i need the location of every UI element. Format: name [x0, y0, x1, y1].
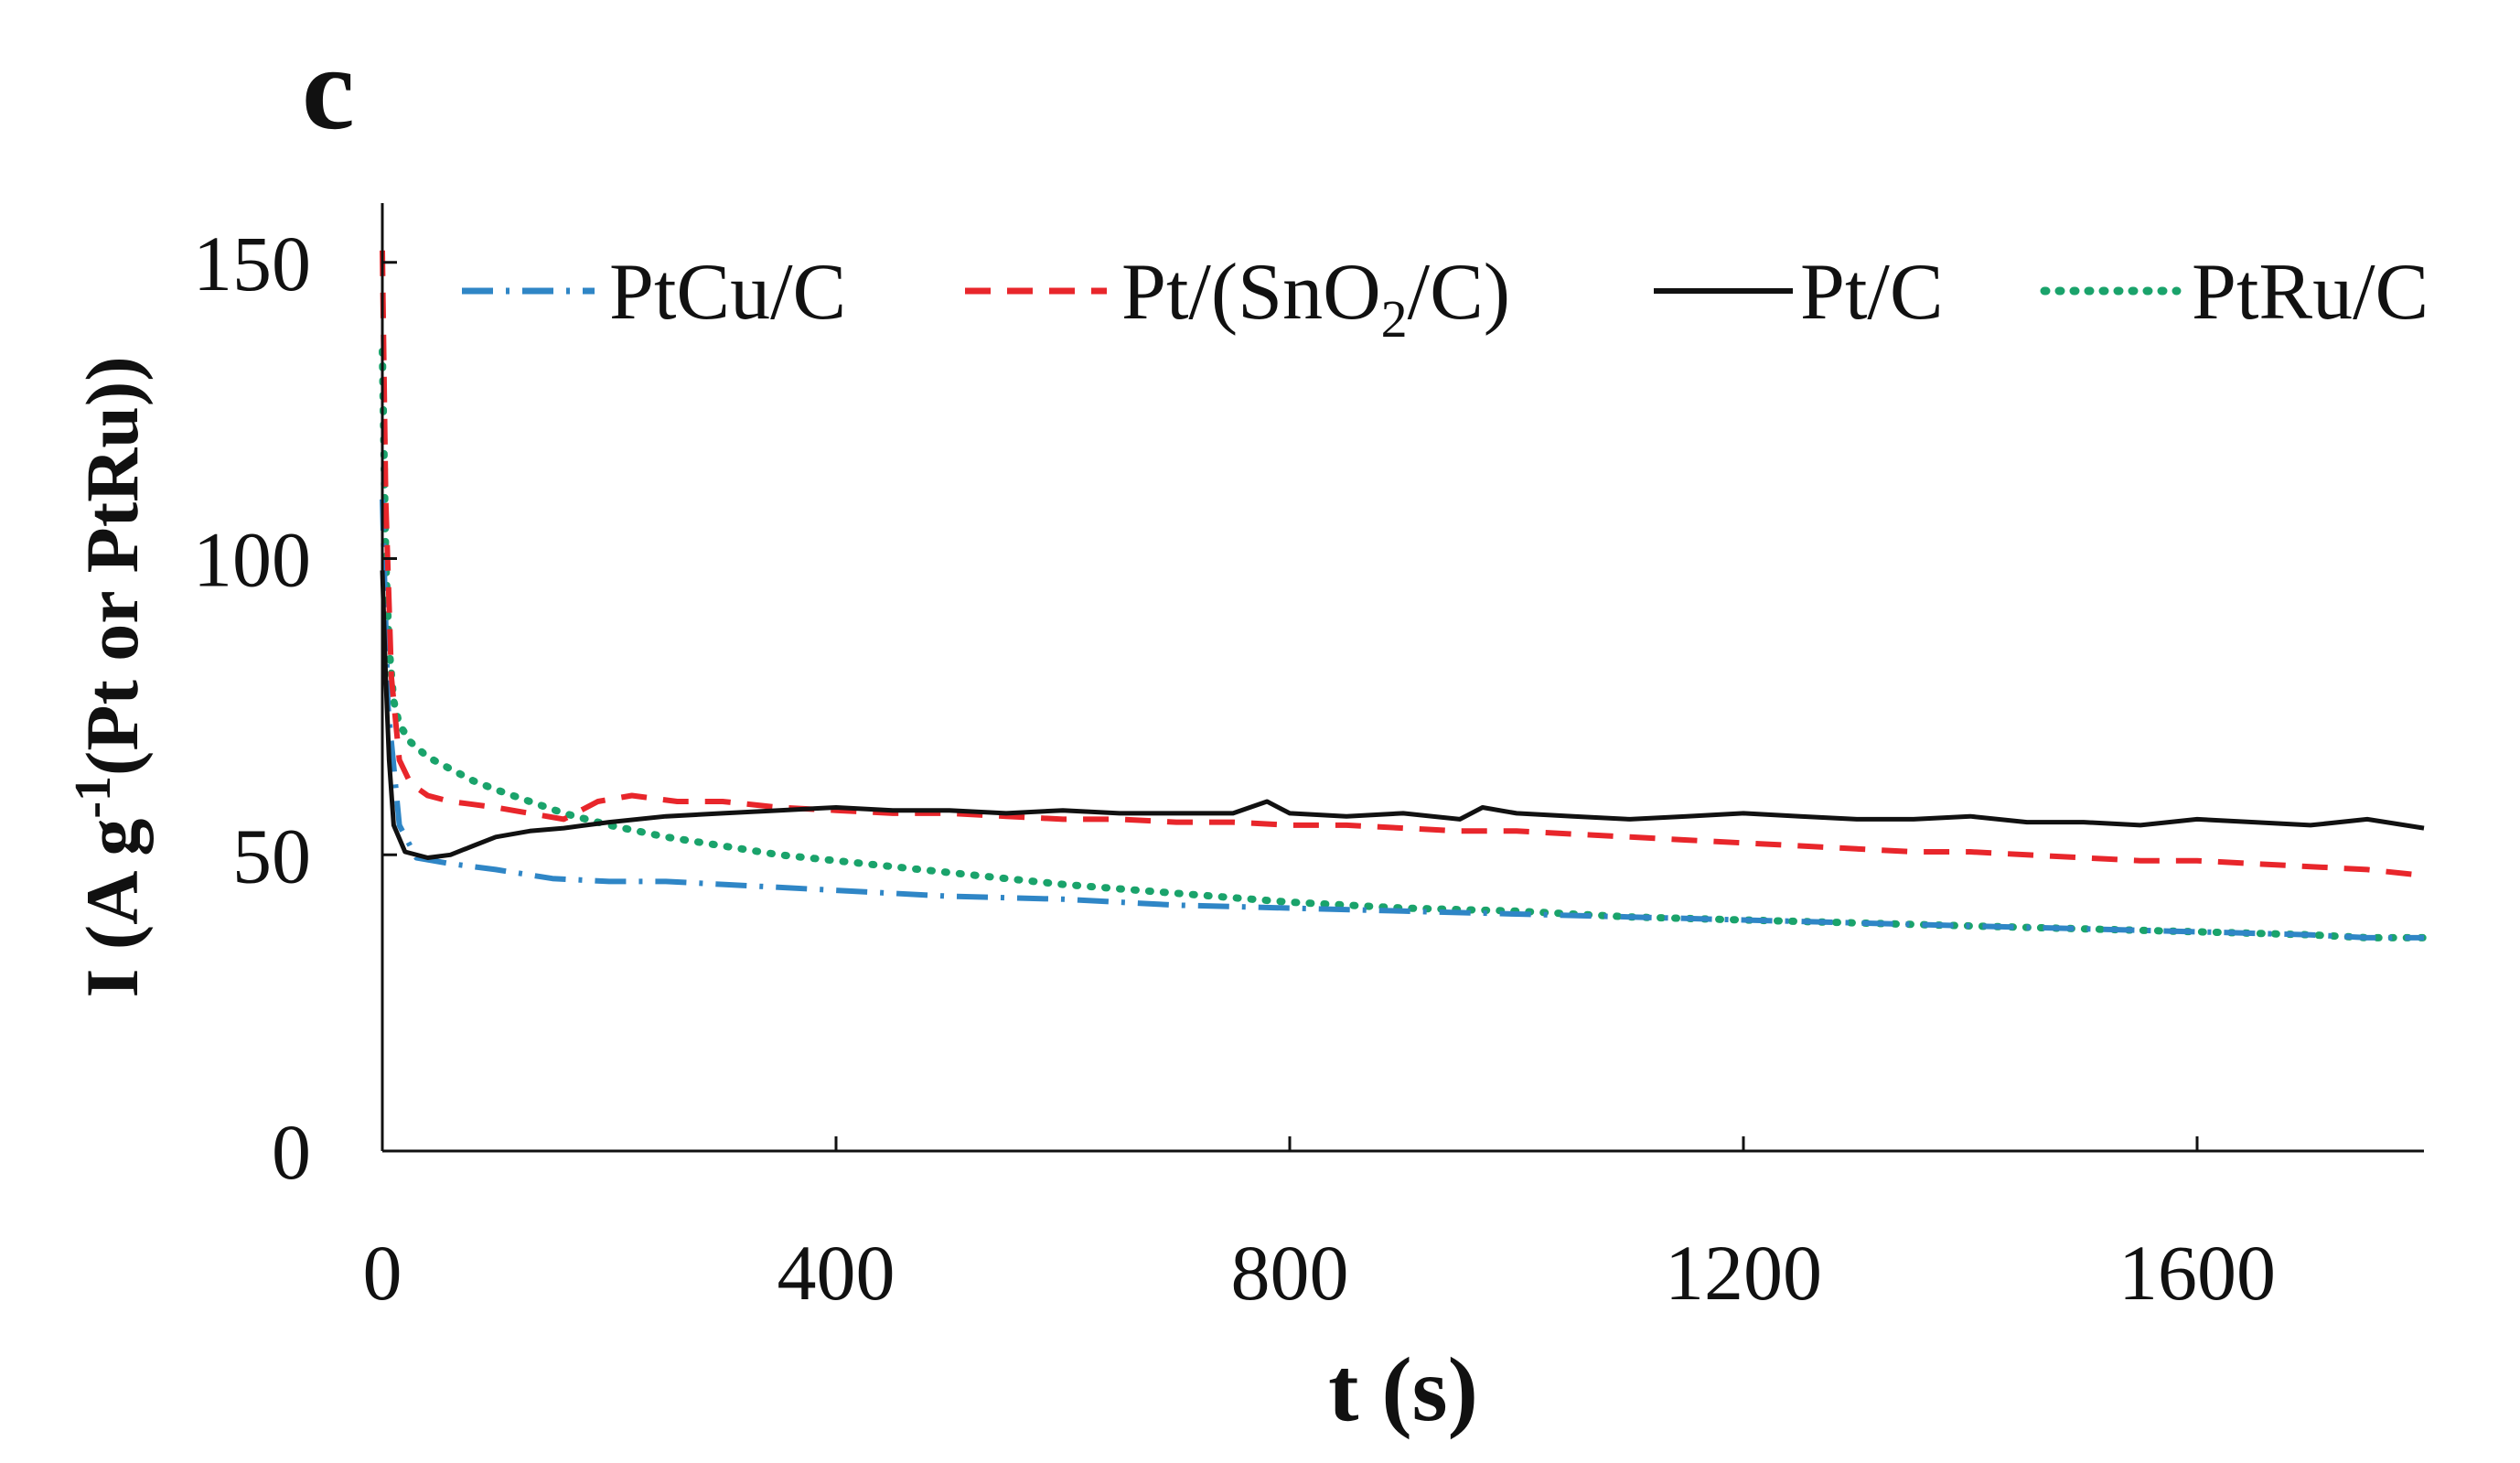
y-axis-title-suffix: (Pt or PtRu)) — [70, 356, 154, 775]
legend-label-text: PtRu/C — [2192, 248, 2429, 337]
y-tick-label: 50 — [232, 812, 311, 899]
y-axis-title: I (A g-1(Pt or PtRu)) — [65, 356, 154, 997]
legend-label-ptcu-c: PtCu/C — [609, 248, 846, 337]
y-tick-label: 150 — [193, 220, 311, 307]
y-tick-label: 0 — [272, 1108, 311, 1196]
panel-label: c — [302, 23, 355, 155]
x-tick-label: 0 — [363, 1229, 402, 1317]
x-ticks: 0 400 800 1200 1600 — [363, 1136, 2276, 1317]
legend-label-text: PtCu/C — [609, 248, 846, 337]
legend: PtCu/C Pt/(SnO2/C) Pt/C PtRu/C — [462, 248, 2429, 349]
x-tick-label: 1600 — [2118, 1229, 2276, 1317]
series-line-pt-c — [380, 570, 2425, 860]
y-tick-label: 100 — [193, 516, 311, 604]
series-line-pt-sno2-c — [380, 250, 2425, 878]
legend-label-pt-c: Pt/C — [1800, 248, 1944, 337]
series-line-ptcu-c — [380, 499, 2424, 941]
series-line-ptru-c — [379, 347, 2428, 941]
legend-label-suffix: /C) — [1408, 248, 1510, 337]
x-tick-label: 400 — [777, 1229, 895, 1317]
axes — [381, 203, 2424, 1153]
y-axis-title-main: I (A g — [70, 819, 154, 998]
legend-label-text: Pt/C — [1800, 248, 1944, 337]
legend-label-subscript: 2 — [1381, 289, 1408, 349]
legend-label-text: Pt/(SnO — [1121, 248, 1381, 337]
y-ticks: 0 50 100 150 — [193, 220, 397, 1196]
x-axis-title: t (s) — [1328, 1339, 1478, 1440]
legend-label-pt-sno2-c: Pt/(SnO2/C) — [1121, 248, 1510, 349]
y-axis-title-superscript: -1 — [65, 776, 122, 819]
x-tick-label: 800 — [1231, 1229, 1349, 1317]
legend-label-ptru-c: PtRu/C — [2192, 248, 2429, 337]
x-tick-label: 1200 — [1665, 1229, 1822, 1317]
plot-lines — [379, 250, 2428, 941]
